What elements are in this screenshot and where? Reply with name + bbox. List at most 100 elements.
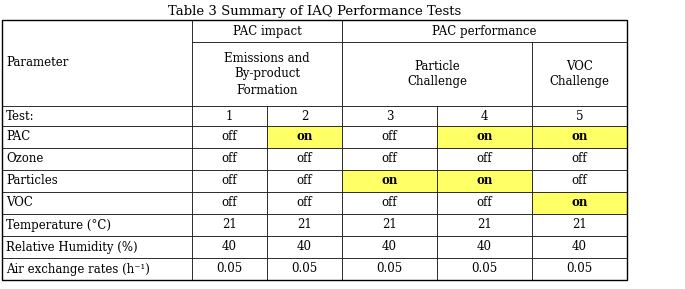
Text: on: on xyxy=(476,131,493,144)
Text: VOC: VOC xyxy=(6,197,33,210)
Text: 0.05: 0.05 xyxy=(376,262,403,275)
Bar xyxy=(2,20,192,106)
Bar xyxy=(192,126,267,148)
Bar xyxy=(342,20,627,42)
Bar xyxy=(342,170,437,192)
Bar xyxy=(342,214,437,236)
Text: Ozone: Ozone xyxy=(6,153,43,166)
Bar xyxy=(2,214,192,236)
Text: PAC performance: PAC performance xyxy=(432,25,537,38)
Text: on: on xyxy=(571,131,588,144)
Bar xyxy=(192,20,342,42)
Bar xyxy=(437,258,532,280)
Text: 21: 21 xyxy=(572,218,587,231)
Bar xyxy=(437,192,532,214)
Bar xyxy=(2,170,192,192)
Text: 21: 21 xyxy=(222,218,237,231)
Bar xyxy=(532,192,627,214)
Text: 40: 40 xyxy=(477,240,492,253)
Bar xyxy=(192,192,267,214)
Bar xyxy=(2,126,192,148)
Text: off: off xyxy=(572,175,587,188)
Text: off: off xyxy=(297,153,312,166)
Bar xyxy=(267,106,342,126)
Text: 21: 21 xyxy=(297,218,312,231)
Bar xyxy=(342,106,437,126)
Text: off: off xyxy=(222,197,237,210)
Text: PAC impact: PAC impact xyxy=(233,25,301,38)
Text: on: on xyxy=(571,197,588,210)
Text: Air exchange rates (h⁻¹): Air exchange rates (h⁻¹) xyxy=(6,262,150,275)
Bar xyxy=(437,148,532,170)
Bar xyxy=(2,192,192,214)
Bar xyxy=(342,126,437,148)
Text: Relative Humidity (%): Relative Humidity (%) xyxy=(6,240,138,253)
Text: off: off xyxy=(297,175,312,188)
Bar xyxy=(2,236,192,258)
Text: off: off xyxy=(382,197,397,210)
Bar xyxy=(437,214,532,236)
Text: off: off xyxy=(297,197,312,210)
Text: 21: 21 xyxy=(477,218,492,231)
Bar xyxy=(267,170,342,192)
Bar xyxy=(532,126,627,148)
Text: 3: 3 xyxy=(386,110,393,123)
Bar xyxy=(192,214,267,236)
Text: 1: 1 xyxy=(226,110,233,123)
Bar xyxy=(192,258,267,280)
Text: off: off xyxy=(382,131,397,144)
Text: off: off xyxy=(222,175,237,188)
Bar xyxy=(2,148,192,170)
Bar xyxy=(267,192,342,214)
Text: 21: 21 xyxy=(382,218,397,231)
Bar xyxy=(342,192,437,214)
Text: 5: 5 xyxy=(576,110,583,123)
Bar xyxy=(532,236,627,258)
Text: Emissions and
By-product
Formation: Emissions and By-product Formation xyxy=(224,51,310,97)
Bar xyxy=(192,106,267,126)
Text: 40: 40 xyxy=(382,240,397,253)
Text: 40: 40 xyxy=(222,240,237,253)
Text: 0.05: 0.05 xyxy=(566,262,593,275)
Text: 40: 40 xyxy=(297,240,312,253)
Text: 0.05: 0.05 xyxy=(471,262,497,275)
Text: off: off xyxy=(572,153,587,166)
Bar xyxy=(532,42,627,106)
Bar xyxy=(2,258,192,280)
Text: PAC: PAC xyxy=(6,131,30,144)
Text: 4: 4 xyxy=(481,110,488,123)
Bar xyxy=(342,258,437,280)
Bar xyxy=(267,126,342,148)
Bar xyxy=(267,258,342,280)
Bar xyxy=(532,258,627,280)
Text: on: on xyxy=(382,175,398,188)
Text: Table 3 Summary of IAQ Performance Tests: Table 3 Summary of IAQ Performance Tests xyxy=(168,5,461,18)
Text: Particle
Challenge: Particle Challenge xyxy=(407,60,467,88)
Bar xyxy=(192,170,267,192)
Bar xyxy=(437,170,532,192)
Bar xyxy=(2,106,192,126)
Bar xyxy=(437,126,532,148)
Bar xyxy=(532,170,627,192)
Bar xyxy=(267,214,342,236)
Text: Test:: Test: xyxy=(6,110,35,123)
Bar xyxy=(2,20,627,280)
Text: 0.05: 0.05 xyxy=(291,262,318,275)
Bar xyxy=(342,148,437,170)
Text: off: off xyxy=(222,153,237,166)
Text: off: off xyxy=(382,153,397,166)
Bar xyxy=(342,236,437,258)
Text: Temperature (°C): Temperature (°C) xyxy=(6,218,111,231)
Bar xyxy=(342,42,532,106)
Bar xyxy=(267,148,342,170)
Bar xyxy=(267,236,342,258)
Bar xyxy=(192,148,267,170)
Text: off: off xyxy=(477,153,493,166)
Bar xyxy=(192,236,267,258)
Text: off: off xyxy=(222,131,237,144)
Text: on: on xyxy=(476,175,493,188)
Text: on: on xyxy=(297,131,312,144)
Bar xyxy=(437,106,532,126)
Bar xyxy=(532,214,627,236)
Text: off: off xyxy=(477,197,493,210)
